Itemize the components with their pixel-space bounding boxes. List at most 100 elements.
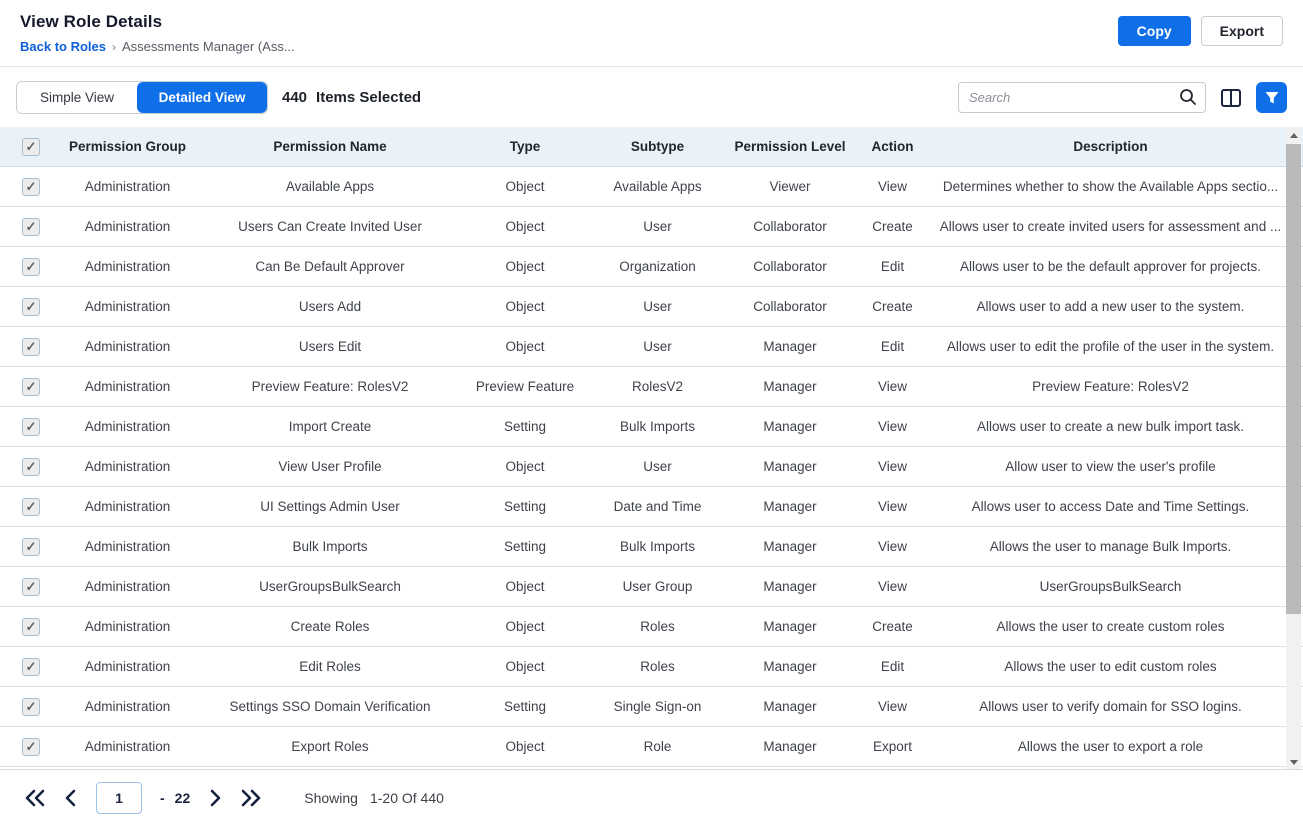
cell-action: View [877,379,908,394]
cell-group: Administration [84,459,171,474]
column-settings-button[interactable] [1220,87,1242,109]
cell-description: Allows the user to edit custom roles [1004,659,1217,674]
cell-group: Administration [84,299,171,314]
column-header-permission-level[interactable]: Permission Level [734,139,846,154]
title-block: View Role Details Back to Roles › Assess… [20,12,295,54]
search-input[interactable] [958,82,1206,113]
cell-group: Administration [84,539,171,554]
next-page-button[interactable] [208,789,222,807]
column-header-subtype[interactable]: Subtype [630,139,685,154]
cell-description: Allows the user to create custom roles [996,619,1225,634]
cell-action: Export [872,739,913,754]
cell-action: Create [872,619,913,634]
page-number-input[interactable] [96,781,142,814]
cell-name: Can Be Default Approver [255,259,405,274]
column-header-action[interactable]: Action [871,139,914,154]
cell-level: Manager [763,699,817,714]
page-separator: - [160,789,165,806]
row-check-cell: ✓ [0,617,60,636]
cell-type: Object [505,179,545,194]
row-checkbox[interactable]: ✓ [22,257,40,276]
cell-name: Available Apps [285,179,375,194]
row-check-cell: ✓ [0,217,60,236]
cell-group: Administration [84,659,171,674]
detailed-view-button[interactable]: Detailed View [137,82,267,113]
scrollbar-thumb[interactable] [1286,144,1301,614]
header-actions: Copy Export [1117,16,1283,46]
column-header-type[interactable]: Type [509,139,541,154]
cell-subtype: Role [643,739,672,754]
toolbar: Simple View Detailed View 440 Items Sele… [0,67,1303,124]
copy-button[interactable]: Copy [1117,16,1191,46]
row-checkbox[interactable]: ✓ [22,457,40,476]
row-checkbox[interactable]: ✓ [22,337,40,356]
cell-type: Object [505,299,545,314]
column-header-permission-group[interactable]: Permission Group [68,139,187,154]
row-checkbox[interactable]: ✓ [22,537,40,556]
cell-subtype: User [643,459,672,474]
cell-type: Object [505,339,545,354]
cell-name: Create Roles [290,619,370,634]
cell-level: Manager [763,579,817,594]
page-title: View Role Details [20,12,163,31]
row-checkbox[interactable]: ✓ [22,697,40,716]
check-icon: ✓ [25,699,37,714]
cell-description: Allows user to access Date and Time Sett… [971,499,1250,514]
cell-subtype: Single Sign-on [613,699,702,714]
cell-type: Setting [503,499,547,514]
row-checkbox[interactable]: ✓ [22,417,40,436]
row-checkbox[interactable]: ✓ [22,497,40,516]
cell-type: Object [505,219,545,234]
table-row: ✓ Administration Settings SSO Domain Verif… [0,687,1303,727]
cell-name: Bulk Imports [292,539,368,554]
cell-type: Setting [503,699,547,714]
cell-description: Allows user to edit the profile of the u… [946,339,1275,354]
cell-group: Administration [84,219,171,234]
cell-name: Users Can Create Invited User [238,219,422,234]
permissions-table: ✓ Permission Group Permission Name Type Sub… [0,127,1303,770]
cell-level: Manager [763,379,817,394]
row-checkbox[interactable]: ✓ [22,177,40,196]
export-button[interactable]: Export [1200,16,1283,46]
vertical-scrollbar[interactable] [1286,127,1301,770]
row-checkbox[interactable]: ✓ [22,377,40,396]
cell-action: View [877,419,908,434]
cell-group: Administration [84,699,171,714]
cell-subtype: Available Apps [613,179,702,194]
cell-level: Manager [763,739,817,754]
first-page-button[interactable] [24,789,46,807]
cell-level: Viewer [769,179,811,194]
table-header-row: ✓ Permission Group Permission Name Type Sub… [0,127,1303,167]
cell-action: Create [872,219,913,234]
row-checkbox[interactable]: ✓ [22,617,40,636]
simple-view-button[interactable]: Simple View [17,82,137,113]
cell-name: Users Edit [298,339,362,354]
scroll-down-arrow[interactable] [1286,754,1301,770]
cell-name: Preview Feature: RolesV2 [251,379,409,394]
column-header-permission-name[interactable]: Permission Name [273,139,387,154]
row-checkbox[interactable]: ✓ [22,217,40,236]
header-check-cell: ✓ [0,137,60,156]
select-all-checkbox[interactable]: ✓ [22,137,40,156]
back-to-roles-link[interactable]: Back to Roles [20,39,106,54]
scroll-up-arrow[interactable] [1286,127,1301,143]
cell-action: View [877,179,908,194]
table-row: ✓ Administration Available Apps Object Avail… [0,167,1303,207]
items-selected-count: 440 Items Selected [282,89,421,106]
row-checkbox[interactable]: ✓ [22,577,40,596]
previous-page-button[interactable] [64,789,78,807]
cell-name: Edit Roles [299,659,361,674]
cell-type: Object [505,259,545,274]
cell-subtype: Roles [640,619,675,634]
search-icon[interactable] [1179,88,1197,111]
row-checkbox[interactable]: ✓ [22,657,40,676]
cell-level: Collaborator [753,299,827,314]
row-check-cell: ✓ [0,377,60,396]
cell-group: Administration [84,339,171,354]
filter-button[interactable] [1256,82,1287,113]
row-checkbox[interactable]: ✓ [22,737,40,756]
column-header-description[interactable]: Description [1073,139,1148,154]
last-page-button[interactable] [240,789,262,807]
row-checkbox[interactable]: ✓ [22,297,40,316]
